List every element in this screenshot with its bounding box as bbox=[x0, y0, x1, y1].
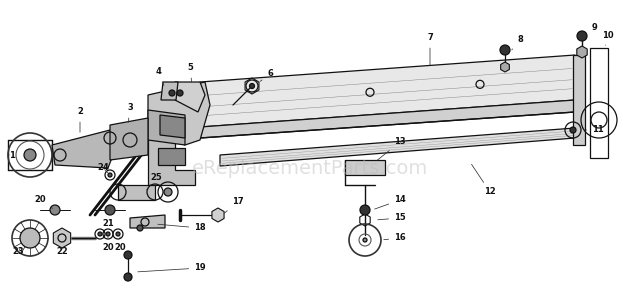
Circle shape bbox=[363, 238, 367, 242]
Text: 1: 1 bbox=[8, 151, 15, 159]
Circle shape bbox=[177, 90, 183, 96]
Polygon shape bbox=[110, 118, 148, 160]
Text: 23: 23 bbox=[12, 248, 24, 256]
Text: 14: 14 bbox=[374, 196, 406, 209]
Polygon shape bbox=[148, 130, 195, 185]
Text: 10: 10 bbox=[602, 31, 614, 45]
Text: 5: 5 bbox=[187, 64, 193, 82]
Circle shape bbox=[108, 173, 112, 177]
Text: 25: 25 bbox=[147, 174, 162, 190]
Text: 13: 13 bbox=[377, 137, 406, 160]
Polygon shape bbox=[175, 82, 205, 112]
Text: eReplacementParts.com: eReplacementParts.com bbox=[192, 159, 428, 177]
Circle shape bbox=[116, 232, 120, 236]
Polygon shape bbox=[590, 48, 608, 158]
Text: 17: 17 bbox=[224, 197, 244, 213]
Circle shape bbox=[20, 228, 40, 248]
Circle shape bbox=[124, 251, 132, 259]
Circle shape bbox=[106, 232, 110, 236]
Text: 24: 24 bbox=[97, 163, 109, 173]
Circle shape bbox=[570, 127, 576, 133]
Circle shape bbox=[500, 45, 510, 55]
Circle shape bbox=[105, 205, 115, 215]
Polygon shape bbox=[148, 110, 185, 145]
Polygon shape bbox=[148, 82, 210, 145]
Circle shape bbox=[24, 149, 36, 161]
Text: 16: 16 bbox=[384, 233, 406, 242]
Polygon shape bbox=[161, 82, 178, 100]
Polygon shape bbox=[573, 55, 585, 145]
Text: 20: 20 bbox=[34, 196, 53, 208]
Circle shape bbox=[50, 205, 60, 215]
Text: 18: 18 bbox=[157, 223, 206, 233]
Circle shape bbox=[137, 225, 143, 231]
Text: 6: 6 bbox=[260, 69, 273, 81]
Polygon shape bbox=[200, 55, 575, 127]
Circle shape bbox=[124, 273, 132, 281]
Text: 19: 19 bbox=[138, 263, 206, 273]
Text: 21: 21 bbox=[100, 219, 114, 234]
Polygon shape bbox=[158, 148, 185, 165]
Text: 15: 15 bbox=[378, 214, 406, 222]
Circle shape bbox=[360, 205, 370, 215]
Polygon shape bbox=[200, 100, 575, 138]
Circle shape bbox=[577, 31, 587, 41]
Polygon shape bbox=[220, 128, 575, 166]
Circle shape bbox=[164, 188, 172, 196]
Text: 8: 8 bbox=[512, 35, 523, 50]
Text: 11: 11 bbox=[585, 125, 604, 135]
Polygon shape bbox=[118, 185, 155, 200]
Text: 20: 20 bbox=[114, 237, 126, 252]
Text: 9: 9 bbox=[586, 24, 597, 34]
Text: 4: 4 bbox=[155, 68, 164, 85]
Polygon shape bbox=[345, 160, 385, 175]
Text: 12: 12 bbox=[472, 164, 496, 196]
Text: 3: 3 bbox=[127, 103, 133, 122]
Circle shape bbox=[249, 84, 254, 88]
Circle shape bbox=[98, 232, 102, 236]
Polygon shape bbox=[130, 215, 165, 228]
Polygon shape bbox=[160, 115, 185, 138]
Text: 2: 2 bbox=[77, 107, 83, 132]
Circle shape bbox=[169, 90, 175, 96]
Text: 7: 7 bbox=[427, 33, 433, 65]
Polygon shape bbox=[52, 130, 115, 168]
Text: 22: 22 bbox=[56, 248, 68, 256]
Text: 20: 20 bbox=[102, 237, 114, 252]
